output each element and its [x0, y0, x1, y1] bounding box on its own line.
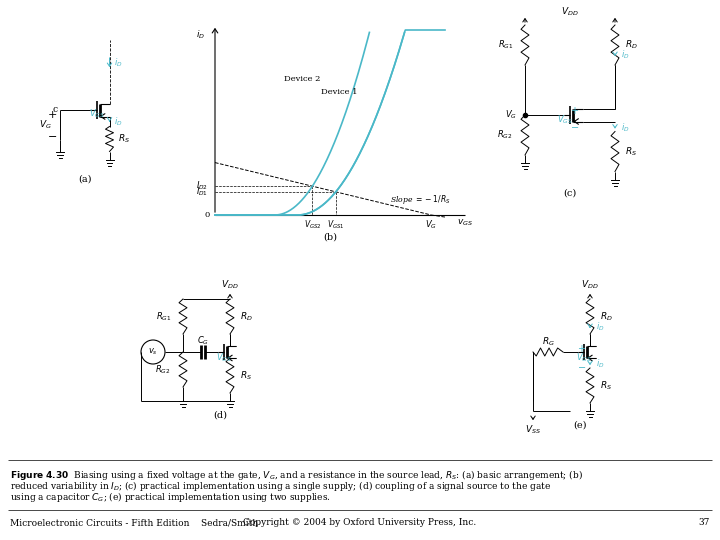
Text: $+$: $+$: [577, 342, 587, 354]
Text: $+$: $+$: [570, 105, 580, 117]
Text: $R_S$: $R_S$: [240, 369, 252, 382]
Text: $i_D$: $i_D$: [596, 321, 605, 333]
Text: 37: 37: [698, 518, 710, 527]
Text: reduced variability in $I_D$; (c) practical implementation using a single supply: reduced variability in $I_D$; (c) practi…: [10, 479, 552, 493]
Text: (d): (d): [213, 410, 227, 420]
Text: $-$: $-$: [577, 361, 587, 370]
Text: using a capacitor $C_G$; (e) practical implementation using two supplies.: using a capacitor $C_G$; (e) practical i…: [10, 490, 330, 504]
Text: $-$: $-$: [47, 130, 57, 140]
Text: $V_{GS}$: $V_{GS}$: [216, 352, 232, 365]
Text: $I_{D2}$: $I_{D2}$: [196, 180, 208, 192]
Text: (a): (a): [78, 175, 91, 184]
Text: $V_{GS2}$: $V_{GS2}$: [304, 219, 321, 231]
Text: $V_{DD}$: $V_{DD}$: [581, 279, 599, 291]
Text: $i_D$: $i_D$: [621, 49, 629, 61]
Text: $R_{G2}$: $R_{G2}$: [156, 363, 171, 376]
Text: $V_{GS}$: $V_{GS}$: [557, 114, 573, 126]
Text: $R_S$: $R_S$: [117, 133, 130, 145]
Text: $V_{DD}$: $V_{DD}$: [221, 279, 239, 291]
Text: $i_D$: $i_D$: [621, 122, 629, 134]
Text: $\mathbf{Figure\ 4.30}$  Biasing using a fixed voltage at the gate, $V_G$, and a: $\mathbf{Figure\ 4.30}$ Biasing using a …: [10, 468, 583, 482]
Text: Slope $= -1/R_S$: Slope $= -1/R_S$: [390, 193, 451, 206]
Text: Microelectronic Circuits - Fifth Edition    Sedra/Smith: Microelectronic Circuits - Fifth Edition…: [10, 518, 258, 527]
Text: $V_{GS}$: $V_{GS}$: [576, 352, 592, 365]
Text: $V_{DD}$: $V_{DD}$: [561, 6, 579, 18]
Text: $i_D$: $i_D$: [114, 115, 123, 128]
Text: (e): (e): [573, 421, 587, 429]
Text: $V_G$: $V_G$: [426, 219, 437, 231]
Text: $I_{D1}$: $I_{D1}$: [196, 186, 208, 198]
Text: 0: 0: [204, 211, 210, 219]
Text: Device 1: Device 1: [321, 87, 357, 96]
Text: $-$: $-$: [570, 123, 580, 132]
Text: $V_{GS}$: $V_{GS}$: [89, 108, 104, 120]
Text: $V_G$: $V_G$: [505, 109, 517, 122]
Text: $V_G$: $V_G$: [39, 119, 51, 131]
Text: $C_G$: $C_G$: [197, 335, 209, 347]
Text: $R_S$: $R_S$: [625, 145, 637, 158]
Text: (c): (c): [563, 189, 577, 198]
Text: $v_{GS}$: $v_{GS}$: [457, 218, 473, 228]
Text: $i_D$: $i_D$: [596, 357, 605, 370]
Text: $R_D$: $R_D$: [240, 310, 253, 323]
Text: $R_{G1}$: $R_{G1}$: [498, 39, 513, 51]
Text: Device 2: Device 2: [284, 76, 320, 83]
Text: $R_G$: $R_G$: [541, 336, 554, 348]
Text: c: c: [53, 105, 58, 114]
Text: $+$: $+$: [47, 110, 57, 120]
Text: $V_{GS1}$: $V_{GS1}$: [327, 219, 345, 231]
Text: (b): (b): [323, 233, 337, 241]
Text: $R_{G2}$: $R_{G2}$: [498, 129, 513, 141]
Text: $i_D$: $i_D$: [114, 57, 123, 69]
Text: $R_D$: $R_D$: [600, 310, 613, 323]
Text: $V_{SS}$: $V_{SS}$: [525, 424, 541, 436]
Text: $v_s$: $v_s$: [148, 347, 158, 357]
Text: Copyright © 2004 by Oxford University Press, Inc.: Copyright © 2004 by Oxford University Pr…: [243, 518, 477, 527]
Text: $R_S$: $R_S$: [600, 379, 612, 392]
Text: $R_{G1}$: $R_{G1}$: [156, 310, 171, 323]
Text: $i_D$: $i_D$: [196, 29, 205, 41]
Text: $R_D$: $R_D$: [625, 39, 638, 51]
